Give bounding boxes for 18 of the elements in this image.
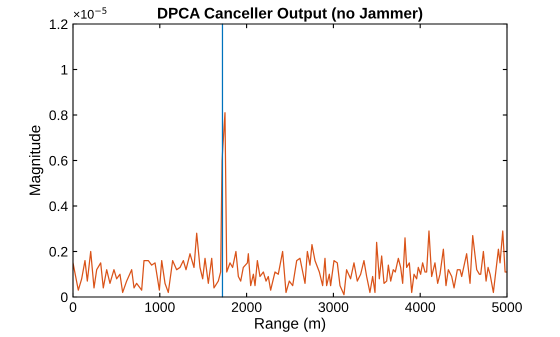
x-tick-label: 2000 [232, 302, 262, 312]
y-tick-label: 0 [60, 292, 68, 302]
y-tick-label: 0.2 [49, 246, 68, 257]
y-axis-title: Magnitude [29, 126, 44, 195]
x-tick-label: 3000 [318, 302, 348, 312]
y-tick-label: 0.6 [49, 156, 68, 166]
y-tick-label: 1.2 [50, 19, 68, 30]
x-tick-label: 0 [70, 302, 76, 312]
text: ×10$^{−5}$ [74, 7, 106, 19]
y-tick-label: 0.8 [49, 110, 68, 120]
chart-title: DPCA Canceller Output (no Jammer) [158, 7, 422, 22]
x-tick-label: 1000 [145, 302, 175, 312]
y-tick-label: 0.4 [49, 201, 68, 212]
x-tick-label: 4000 [405, 302, 436, 312]
x-axis-title: Range (m) [255, 318, 326, 332]
line-series [73, 112, 507, 296]
y-tick-label: 1 [61, 64, 68, 75]
x-tick-label: 5000 [492, 302, 522, 312]
